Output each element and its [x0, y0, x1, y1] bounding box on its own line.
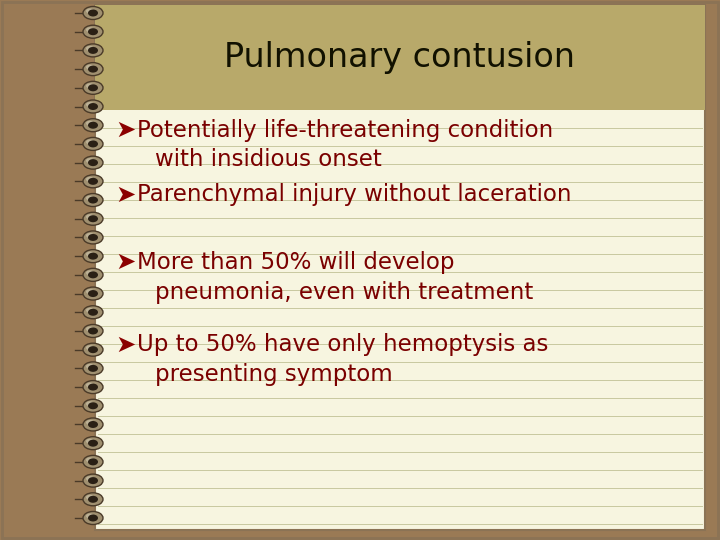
Ellipse shape — [86, 420, 94, 425]
Ellipse shape — [86, 121, 94, 126]
Ellipse shape — [86, 9, 94, 14]
Ellipse shape — [83, 343, 103, 356]
Ellipse shape — [88, 496, 98, 503]
Ellipse shape — [88, 309, 98, 316]
Ellipse shape — [86, 83, 94, 89]
Ellipse shape — [86, 27, 94, 32]
Ellipse shape — [83, 82, 103, 94]
Ellipse shape — [86, 457, 94, 462]
Ellipse shape — [83, 175, 103, 188]
Ellipse shape — [86, 308, 94, 313]
Text: Parenchymal injury without laceration: Parenchymal injury without laceration — [137, 184, 572, 206]
Ellipse shape — [88, 197, 98, 204]
Ellipse shape — [88, 365, 98, 372]
Ellipse shape — [88, 253, 98, 260]
Text: pneumonia, even with treatment: pneumonia, even with treatment — [155, 280, 534, 303]
Ellipse shape — [88, 28, 98, 35]
Ellipse shape — [88, 346, 98, 353]
Ellipse shape — [83, 44, 103, 57]
Text: Potentially life-threatening condition: Potentially life-threatening condition — [137, 118, 553, 141]
Ellipse shape — [88, 458, 98, 465]
Ellipse shape — [88, 515, 98, 522]
Ellipse shape — [88, 66, 98, 72]
Ellipse shape — [88, 178, 98, 185]
Ellipse shape — [88, 122, 98, 129]
Ellipse shape — [83, 437, 103, 450]
Ellipse shape — [83, 306, 103, 319]
Ellipse shape — [86, 382, 94, 388]
Ellipse shape — [88, 477, 98, 484]
Ellipse shape — [88, 215, 98, 222]
Ellipse shape — [83, 231, 103, 244]
Ellipse shape — [86, 289, 94, 294]
Ellipse shape — [83, 474, 103, 487]
Ellipse shape — [86, 195, 94, 200]
Ellipse shape — [88, 140, 98, 147]
Ellipse shape — [83, 287, 103, 300]
Ellipse shape — [86, 102, 94, 107]
Text: ➤: ➤ — [115, 183, 135, 207]
Ellipse shape — [83, 493, 103, 506]
Ellipse shape — [86, 476, 94, 481]
Text: ➤: ➤ — [115, 333, 135, 357]
Text: Pulmonary contusion: Pulmonary contusion — [225, 41, 575, 74]
Ellipse shape — [86, 327, 94, 332]
Ellipse shape — [88, 103, 98, 110]
Text: with insidious onset: with insidious onset — [155, 148, 382, 172]
Ellipse shape — [83, 268, 103, 281]
Ellipse shape — [86, 252, 94, 256]
Ellipse shape — [88, 234, 98, 241]
Ellipse shape — [88, 272, 98, 278]
Ellipse shape — [86, 233, 94, 238]
Ellipse shape — [83, 511, 103, 524]
Ellipse shape — [86, 271, 94, 275]
Text: More than 50% will develop: More than 50% will develop — [137, 251, 454, 273]
Ellipse shape — [83, 325, 103, 338]
Text: ➤: ➤ — [115, 250, 135, 274]
Text: ➤: ➤ — [115, 118, 135, 142]
Ellipse shape — [83, 63, 103, 76]
Ellipse shape — [86, 514, 94, 518]
Ellipse shape — [86, 65, 94, 70]
Ellipse shape — [86, 345, 94, 350]
Ellipse shape — [83, 418, 103, 431]
Ellipse shape — [86, 46, 94, 51]
Text: Up to 50% have only hemoptysis as: Up to 50% have only hemoptysis as — [137, 334, 549, 356]
Ellipse shape — [83, 137, 103, 151]
Ellipse shape — [83, 156, 103, 169]
Ellipse shape — [88, 421, 98, 428]
Ellipse shape — [86, 139, 94, 144]
Ellipse shape — [83, 455, 103, 468]
Ellipse shape — [88, 290, 98, 297]
Ellipse shape — [83, 6, 103, 19]
Ellipse shape — [88, 159, 98, 166]
Ellipse shape — [86, 177, 94, 182]
Ellipse shape — [83, 193, 103, 206]
Ellipse shape — [83, 212, 103, 225]
Bar — [95, 5, 705, 110]
Ellipse shape — [88, 440, 98, 447]
Ellipse shape — [88, 47, 98, 54]
Ellipse shape — [83, 249, 103, 262]
Ellipse shape — [83, 362, 103, 375]
Ellipse shape — [83, 25, 103, 38]
Ellipse shape — [86, 158, 94, 163]
Ellipse shape — [86, 364, 94, 369]
Bar — [95, 5, 705, 530]
Ellipse shape — [83, 119, 103, 132]
Text: presenting symptom: presenting symptom — [155, 363, 392, 387]
Ellipse shape — [88, 10, 98, 17]
Ellipse shape — [86, 495, 94, 500]
Ellipse shape — [88, 402, 98, 409]
Ellipse shape — [86, 214, 94, 219]
Ellipse shape — [86, 401, 94, 406]
Ellipse shape — [88, 383, 98, 390]
Ellipse shape — [88, 327, 98, 334]
Ellipse shape — [86, 438, 94, 444]
Ellipse shape — [88, 84, 98, 91]
Ellipse shape — [83, 381, 103, 394]
Ellipse shape — [83, 100, 103, 113]
Ellipse shape — [83, 399, 103, 412]
